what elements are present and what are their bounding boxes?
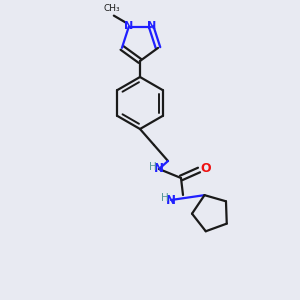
Text: N: N	[124, 21, 134, 31]
Text: N: N	[166, 194, 176, 206]
Text: CH₃: CH₃	[103, 4, 120, 13]
Text: N: N	[154, 163, 164, 176]
Text: H: H	[149, 162, 157, 172]
Text: O: O	[201, 161, 211, 175]
Text: H: H	[161, 193, 169, 203]
Text: N: N	[146, 21, 156, 31]
